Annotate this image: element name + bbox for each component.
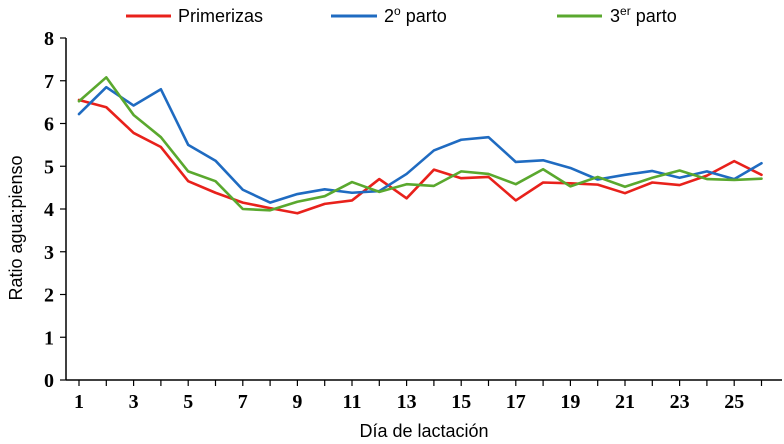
y-axis-title: Ratio agua:pienso — [6, 155, 26, 300]
y-tick-label: 3 — [44, 242, 54, 264]
x-tick-label: 11 — [343, 391, 362, 413]
x-tick-label: 15 — [451, 391, 471, 413]
y-tick-label: 4 — [44, 199, 54, 221]
legend-item-2o-parto: 2o parto — [331, 4, 447, 26]
legend-item-primerizas: Primerizas — [126, 6, 263, 26]
y-tick-label: 0 — [44, 370, 54, 392]
x-tick-label: 9 — [292, 391, 302, 413]
x-tick-label: 1 — [74, 391, 84, 413]
y-tick-label: 7 — [44, 71, 54, 93]
plot-area — [77, 76, 763, 215]
x-tick-label: 25 — [724, 391, 744, 413]
x-tick-label: 3 — [129, 391, 139, 413]
legend-label-2o-parto: 2o parto — [384, 4, 447, 26]
series-line-3er-parto — [77, 76, 763, 212]
x-tick-label: 13 — [397, 391, 417, 413]
y-tick-label: 1 — [44, 327, 54, 349]
x-tick-label: 5 — [183, 391, 193, 413]
x-tick-label: 23 — [670, 391, 690, 413]
legend-label-3er-parto: 3er parto — [610, 4, 677, 26]
x-tick-label: 17 — [506, 391, 526, 413]
x-tick-label: 7 — [238, 391, 248, 413]
series-line-primerizas — [77, 98, 763, 215]
legend: Primerizas 2o parto 3er parto — [126, 4, 677, 26]
x-tick-label: 19 — [560, 391, 580, 413]
series-line-2-parto — [77, 85, 763, 204]
x-tick-label: 21 — [615, 391, 635, 413]
y-tick-label: 8 — [44, 28, 54, 50]
legend-label-primerizas: Primerizas — [178, 6, 263, 26]
y-tick-label: 2 — [44, 285, 54, 307]
legend-item-3er-parto: 3er parto — [557, 4, 677, 26]
x-axis-title: Día de lactación — [359, 421, 488, 441]
y-tick-label: 6 — [44, 114, 54, 136]
y-tick-label: 5 — [44, 156, 54, 178]
